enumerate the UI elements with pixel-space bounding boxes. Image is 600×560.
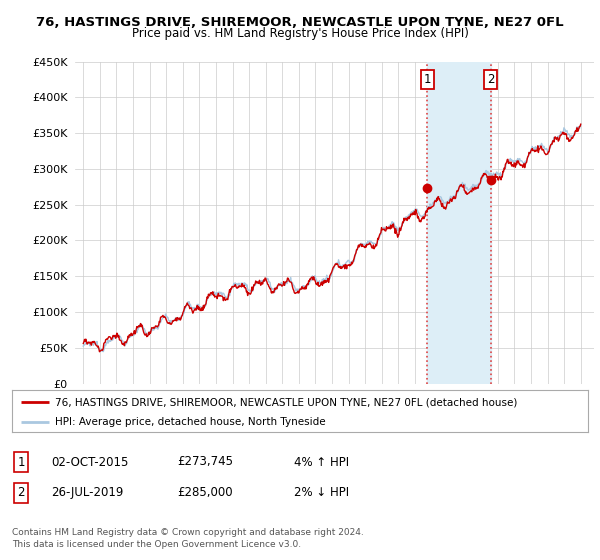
- Text: £273,745: £273,745: [177, 455, 233, 469]
- Text: 1: 1: [17, 455, 25, 469]
- Bar: [427, 62, 491, 384]
- Text: HPI: Average price, detached house, North Tyneside: HPI: Average price, detached house, Nort…: [55, 417, 326, 427]
- Text: 02-OCT-2015: 02-OCT-2015: [51, 455, 128, 469]
- Text: £285,000: £285,000: [177, 486, 233, 500]
- Text: Contains HM Land Registry data © Crown copyright and database right 2024.
This d: Contains HM Land Registry data © Crown c…: [12, 528, 364, 549]
- Text: 76, HASTINGS DRIVE, SHIREMOOR, NEWCASTLE UPON TYNE, NE27 0FL: 76, HASTINGS DRIVE, SHIREMOOR, NEWCASTLE…: [36, 16, 564, 29]
- Text: 26-JUL-2019: 26-JUL-2019: [51, 486, 124, 500]
- Text: 2: 2: [487, 73, 494, 86]
- Text: 2: 2: [17, 486, 25, 500]
- Text: Price paid vs. HM Land Registry's House Price Index (HPI): Price paid vs. HM Land Registry's House …: [131, 27, 469, 40]
- Text: 2% ↓ HPI: 2% ↓ HPI: [294, 486, 349, 500]
- Text: 76, HASTINGS DRIVE, SHIREMOOR, NEWCASTLE UPON TYNE, NE27 0FL (detached house): 76, HASTINGS DRIVE, SHIREMOOR, NEWCASTLE…: [55, 397, 518, 407]
- Text: 4% ↑ HPI: 4% ↑ HPI: [294, 455, 349, 469]
- Text: 1: 1: [424, 73, 431, 86]
